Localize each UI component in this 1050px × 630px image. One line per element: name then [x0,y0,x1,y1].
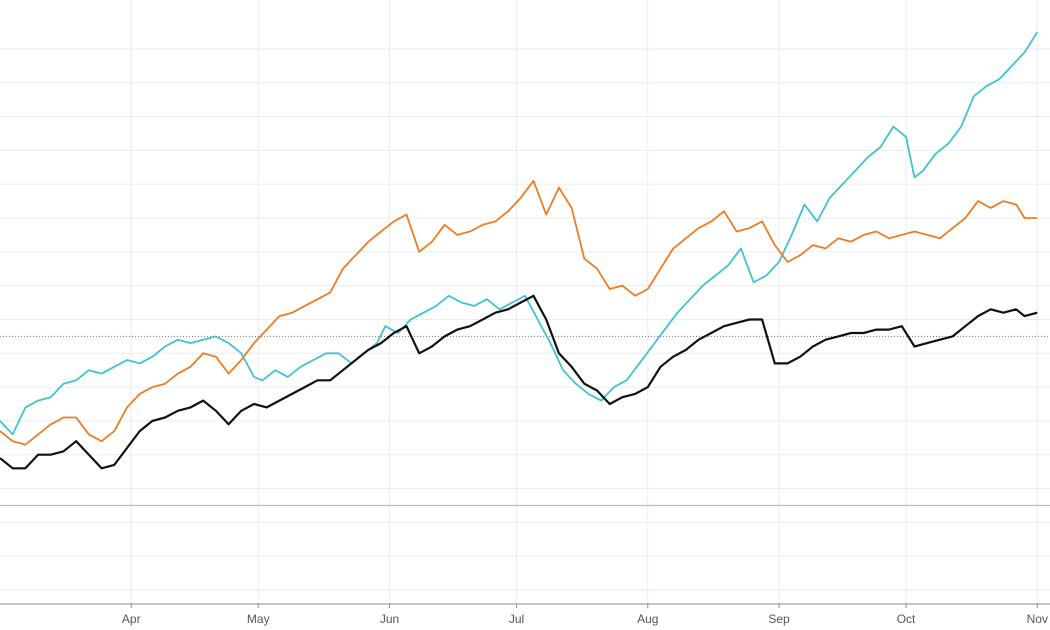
x-tick-label: Sep [768,612,790,626]
x-axis: Apr May Jun Jul Aug Sep Oct Nov [0,603,1050,626]
series-lines [0,31,1039,470]
reference-lines [0,335,1050,507]
x-tick-label: Aug [637,612,658,626]
x-tick-label: Apr [122,612,141,626]
series-line-1 [0,31,1039,436]
series-line-3 [0,294,1038,470]
x-tick-label: Jul [509,612,524,626]
x-tick-label: Jun [380,612,399,626]
x-tick-label: Nov [1027,612,1048,626]
series-line-2 [0,179,1038,446]
x-tick-label: Oct [897,612,916,626]
grid-lines [0,0,1050,604]
x-tick-label: May [247,612,270,626]
